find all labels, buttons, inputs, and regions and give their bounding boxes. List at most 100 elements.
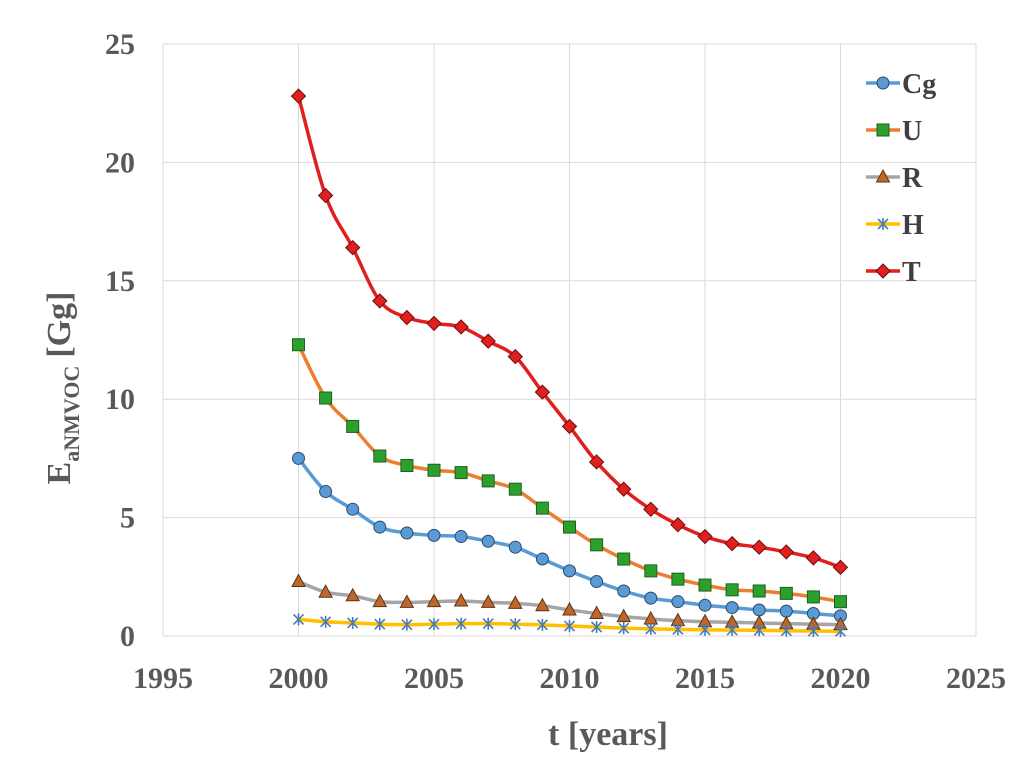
data-point-Cg: [644, 591, 658, 605]
data-point-T: [697, 528, 713, 545]
data-point-U: [319, 391, 333, 405]
data-point-H: [509, 618, 521, 631]
data-point-Cg: [725, 601, 739, 615]
x-tick-label: 2010: [540, 662, 600, 695]
data-point-R: [507, 595, 523, 609]
data-point-Cg: [481, 534, 495, 548]
data-point-U: [563, 520, 576, 534]
data-point-T: [561, 418, 578, 435]
data-point-R: [616, 608, 632, 623]
legend-label: U: [902, 116, 922, 147]
x-tick-label: 2005: [404, 662, 464, 695]
data-point-U: [535, 501, 549, 515]
data-point-R: [345, 587, 361, 602]
data-point-U: [725, 583, 739, 597]
data-point-U: [373, 449, 387, 463]
legend-label: Cg: [902, 69, 936, 100]
data-point-Cg: [427, 528, 441, 542]
data-point-T: [344, 239, 361, 256]
data-point-H: [401, 618, 413, 631]
data-point-H: [563, 620, 576, 633]
data-point-H: [645, 622, 657, 635]
legend-marker-Cg: [876, 76, 890, 90]
x-axis-title: t [years]: [548, 716, 668, 753]
x-tick-labels: 1995 2000 2005 2010 2015 2020 2025: [133, 662, 1006, 695]
data-point-U: [508, 482, 522, 496]
data-point-R: [453, 592, 469, 607]
data-point-T: [290, 88, 307, 104]
data-point-H: [753, 624, 765, 637]
data-point-H: [618, 622, 630, 635]
data-point-H: [292, 613, 305, 626]
y-axis-title-subscript: aNMVOC: [59, 366, 84, 462]
data-point-U: [834, 595, 847, 609]
data-point-U: [292, 338, 305, 352]
x-tick-label: 2020: [811, 662, 871, 695]
data-point-T: [615, 481, 632, 497]
data-point-T: [588, 454, 605, 470]
data-point-Cg: [346, 502, 360, 516]
data-point-T: [778, 544, 795, 560]
y-axis-title-main: E: [41, 462, 78, 485]
legend-item-T: T: [866, 257, 921, 288]
data-point-U: [481, 474, 495, 488]
data-point-H: [726, 624, 738, 637]
data-point-Cg: [671, 595, 685, 609]
data-point-Cg: [400, 526, 414, 540]
data-point-T: [317, 187, 334, 204]
x-tick-label: 1995: [133, 662, 193, 695]
data-point-H: [672, 623, 684, 636]
data-point-U: [644, 564, 658, 578]
data-point-Cg: [698, 598, 712, 612]
data-point-U: [400, 459, 414, 473]
data-point-T: [507, 348, 524, 365]
data-point-R: [291, 573, 306, 588]
x-tick-label: 2015: [675, 662, 735, 695]
data-point-Cg: [454, 530, 468, 544]
data-point-Cg: [292, 451, 305, 465]
legend-marker-T: [875, 263, 891, 279]
data-point-H: [834, 625, 847, 638]
data-point-U: [427, 463, 441, 477]
data-point-R: [562, 601, 577, 616]
data-point-T: [399, 309, 415, 326]
data-point-Cg: [319, 485, 333, 499]
data-point-H: [428, 618, 440, 631]
data-point-U: [617, 552, 631, 566]
data-point-R: [372, 593, 388, 608]
data-point-T: [805, 550, 822, 566]
y-tick-label: 10: [105, 383, 135, 416]
data-point-Cg: [563, 564, 576, 578]
data-point-H: [807, 625, 819, 638]
legend-item-Cg: Cg: [866, 69, 936, 100]
data-point-H: [536, 618, 548, 631]
series-markers: [290, 88, 849, 638]
y-tick-label: 25: [105, 28, 135, 61]
data-point-Cg: [617, 584, 631, 598]
y-axis-title-unit: [Gg]: [41, 292, 78, 358]
data-point-R: [589, 605, 604, 620]
data-point-U: [806, 590, 820, 604]
data-point-U: [698, 578, 712, 592]
legend-label: T: [902, 257, 921, 288]
legend-item-R: R: [866, 163, 923, 194]
grid: [162, 43, 977, 637]
data-point-Cg: [752, 603, 766, 617]
data-point-T: [534, 384, 551, 400]
data-point-R: [318, 584, 333, 598]
data-point-H: [780, 624, 792, 637]
data-point-T: [372, 293, 388, 309]
data-point-U: [346, 419, 360, 433]
data-point-H: [699, 623, 711, 636]
data-point-T: [724, 535, 740, 552]
data-point-T: [832, 559, 849, 576]
data-point-R: [426, 593, 442, 608]
data-point-T: [480, 333, 496, 349]
legend-label: H: [902, 210, 924, 241]
legend-marker-R: [875, 168, 891, 183]
legend-marker-H: [877, 218, 889, 230]
data-point-Cg: [508, 540, 522, 554]
data-point-U: [779, 586, 793, 600]
